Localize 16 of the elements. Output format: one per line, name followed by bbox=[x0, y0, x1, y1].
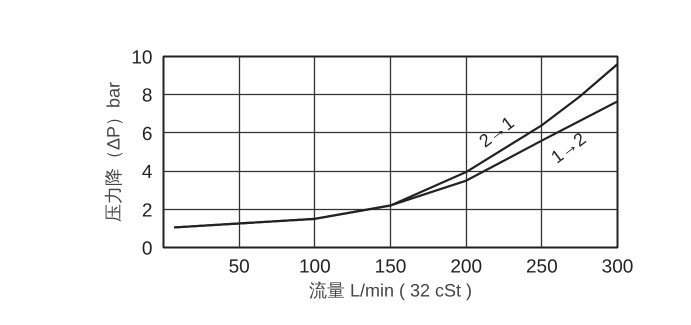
x-tick-label: 300 bbox=[602, 256, 634, 278]
text: 1→2 bbox=[547, 128, 590, 168]
x-axis-title: 流量 L/min ( 32 cSt ) bbox=[308, 280, 472, 300]
y-tick-label: 4 bbox=[142, 162, 153, 184]
x-tick-label: 250 bbox=[526, 256, 558, 278]
y-tick-label: 8 bbox=[142, 86, 153, 107]
y-tick-label: 10 bbox=[131, 48, 153, 68]
x-tick-label: 150 bbox=[374, 256, 406, 278]
y-tick-label: 2 bbox=[142, 200, 153, 222]
text: 2→1 bbox=[475, 112, 518, 152]
x-tick-label: 100 bbox=[298, 256, 331, 278]
y-axis-title: 压力降（ΔP）bar bbox=[103, 82, 124, 222]
x-tick-label: 50 bbox=[228, 256, 250, 278]
x-tick-label: 200 bbox=[450, 256, 482, 278]
y-tick-label: 0 bbox=[142, 238, 153, 260]
y-tick-label: 6 bbox=[142, 124, 153, 145]
